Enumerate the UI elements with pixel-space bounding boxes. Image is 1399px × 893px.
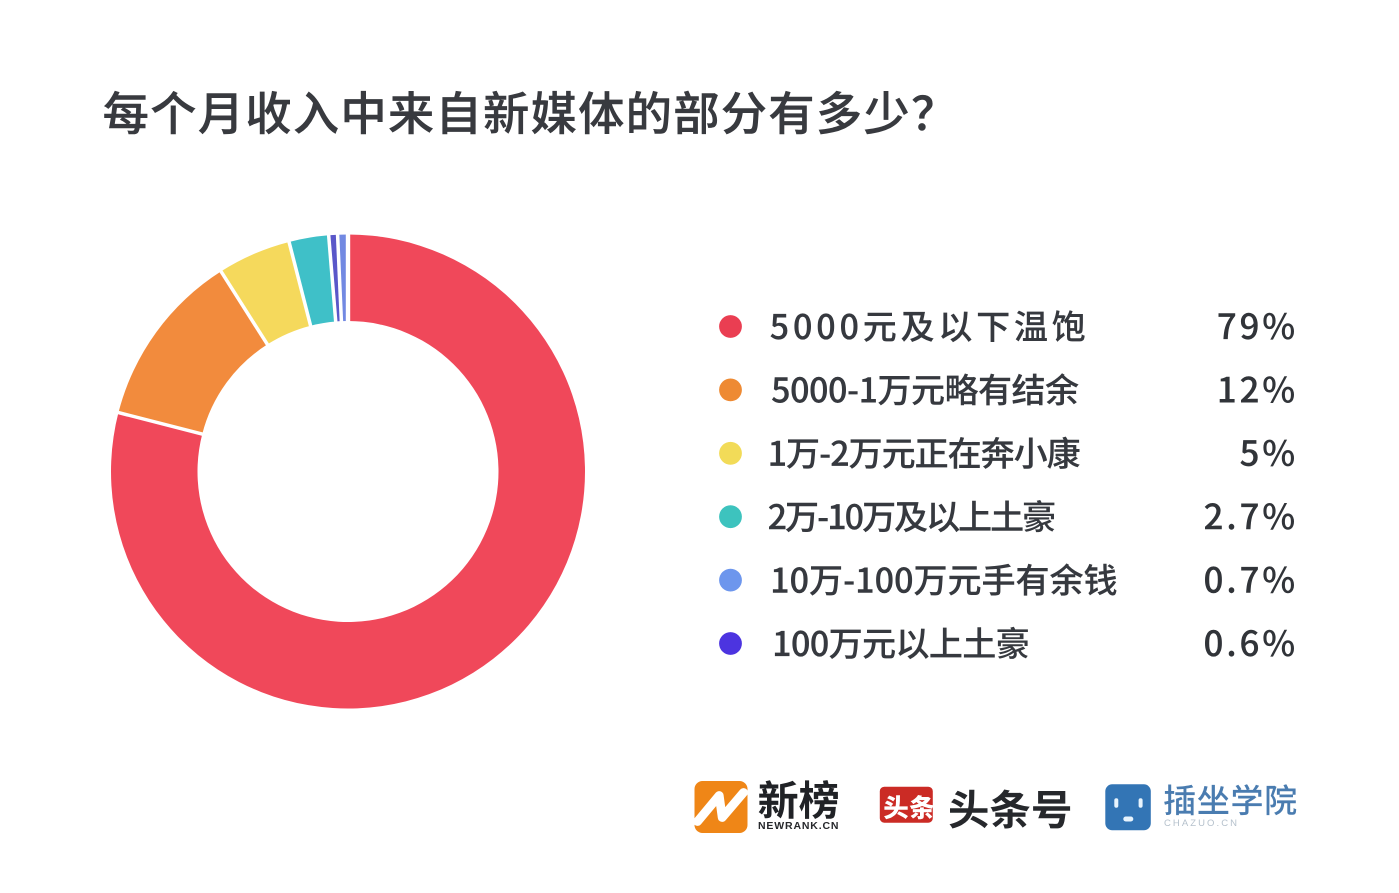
svg-text:NEWRANK.CN: NEWRANK.CN bbox=[758, 820, 839, 832]
svg-text:CHAZUO.CN: CHAZUO.CN bbox=[1164, 818, 1237, 829]
